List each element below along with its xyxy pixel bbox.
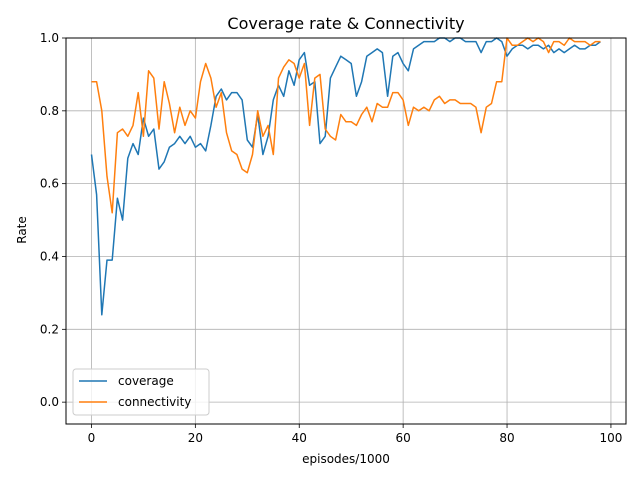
x-axis-label: episodes/1000: [302, 452, 390, 466]
grid-lines: [66, 37, 626, 424]
y-tick-label: 0.4: [40, 249, 59, 263]
y-axis-label: Rate: [15, 216, 29, 244]
axis-ticks: 0 20 40 60 80 100 0.0 0.2 0.4 0.6 0.8 1.0: [40, 31, 622, 445]
y-tick-label: 0.0: [40, 395, 59, 409]
x-tick-label: 80: [499, 431, 514, 445]
x-tick-label: 0: [88, 431, 96, 445]
chart-title: Coverage rate & Connectivity: [227, 14, 464, 33]
y-tick-label: 1.0: [40, 31, 59, 45]
y-tick-label: 0.8: [40, 104, 59, 118]
legend: coverage connectivity: [72, 368, 210, 416]
series-line-connectivity: [91, 37, 601, 214]
x-tick-label: 100: [599, 431, 622, 445]
series-lines: [90, 37, 601, 316]
legend-label-coverage: coverage: [118, 374, 174, 388]
plot-area-frame: [65, 37, 627, 425]
series-line-coverage: [90, 37, 601, 316]
y-tick-label: 0.6: [40, 177, 59, 191]
x-tick-label: 40: [292, 431, 307, 445]
legend-label-connectivity: connectivity: [118, 395, 191, 409]
y-tick-label: 0.2: [40, 322, 59, 336]
x-tick-label: 20: [188, 431, 203, 445]
x-tick-label: 60: [396, 431, 411, 445]
